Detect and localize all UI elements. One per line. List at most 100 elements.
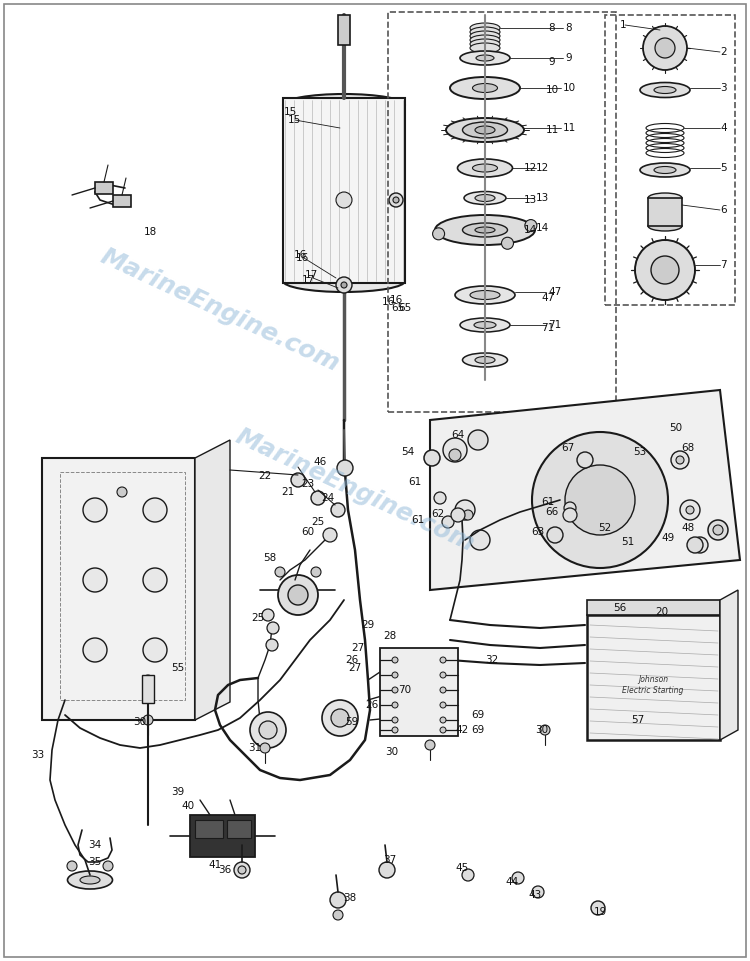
Ellipse shape	[470, 43, 500, 53]
Circle shape	[379, 862, 395, 878]
Circle shape	[440, 717, 446, 723]
Circle shape	[591, 901, 605, 915]
Circle shape	[434, 492, 446, 504]
Circle shape	[322, 700, 358, 736]
Ellipse shape	[475, 194, 495, 202]
Polygon shape	[587, 615, 720, 740]
Text: 36: 36	[218, 865, 232, 875]
Circle shape	[267, 622, 279, 634]
Text: 32: 32	[485, 655, 499, 665]
Circle shape	[651, 256, 679, 284]
Text: 30: 30	[134, 717, 146, 727]
Ellipse shape	[463, 353, 508, 367]
Polygon shape	[720, 590, 738, 740]
Bar	[380, 648, 458, 736]
Circle shape	[392, 717, 398, 723]
Ellipse shape	[654, 166, 676, 174]
Text: 19: 19	[593, 907, 607, 917]
Text: 13: 13	[536, 193, 549, 203]
Circle shape	[563, 508, 577, 522]
Text: 54: 54	[401, 447, 415, 457]
Text: 4: 4	[720, 123, 727, 133]
Text: 20: 20	[656, 607, 668, 617]
Circle shape	[143, 638, 167, 662]
Text: 70: 70	[398, 685, 412, 695]
Circle shape	[440, 687, 446, 693]
Text: 6: 6	[720, 205, 727, 215]
Circle shape	[311, 567, 321, 577]
Circle shape	[635, 240, 695, 300]
Circle shape	[655, 38, 675, 58]
Text: 17: 17	[305, 270, 318, 280]
Circle shape	[540, 725, 550, 735]
Text: 38: 38	[344, 893, 357, 903]
Text: 24: 24	[321, 493, 334, 503]
Ellipse shape	[475, 126, 495, 134]
Ellipse shape	[472, 164, 497, 172]
Text: 56: 56	[614, 603, 627, 613]
Text: 16: 16	[293, 250, 307, 260]
Circle shape	[323, 528, 337, 542]
Text: 52: 52	[598, 523, 612, 533]
Text: 71: 71	[548, 320, 561, 330]
Text: 69: 69	[471, 710, 484, 720]
Text: 53: 53	[633, 447, 646, 457]
Ellipse shape	[283, 270, 405, 292]
Circle shape	[502, 237, 514, 249]
Ellipse shape	[654, 86, 676, 93]
Circle shape	[392, 702, 398, 708]
Text: 2: 2	[720, 47, 727, 57]
Circle shape	[311, 491, 325, 505]
Text: 58: 58	[263, 553, 277, 563]
Circle shape	[449, 449, 461, 461]
Ellipse shape	[463, 223, 508, 237]
Ellipse shape	[470, 290, 500, 300]
Circle shape	[425, 740, 435, 750]
Circle shape	[266, 639, 278, 651]
Ellipse shape	[470, 35, 500, 45]
Circle shape	[259, 721, 277, 739]
Text: 3: 3	[720, 83, 727, 93]
Ellipse shape	[648, 221, 682, 231]
Text: 10: 10	[545, 85, 559, 95]
Text: 61: 61	[411, 515, 424, 525]
Bar	[605, 15, 735, 305]
Circle shape	[525, 219, 537, 232]
Text: 9: 9	[565, 53, 572, 63]
Text: 49: 49	[662, 533, 675, 543]
Text: 25: 25	[311, 517, 325, 527]
Polygon shape	[195, 440, 230, 720]
Text: 33: 33	[32, 750, 45, 760]
Text: 67: 67	[561, 443, 574, 453]
Circle shape	[512, 872, 524, 884]
Circle shape	[532, 886, 544, 898]
Ellipse shape	[470, 27, 500, 37]
Ellipse shape	[640, 83, 690, 97]
Text: 71: 71	[542, 323, 554, 333]
Ellipse shape	[435, 215, 535, 245]
Circle shape	[680, 500, 700, 520]
Text: 48: 48	[681, 523, 694, 533]
Text: 39: 39	[171, 787, 184, 797]
Text: 12: 12	[536, 163, 549, 173]
Circle shape	[643, 26, 687, 70]
Text: 59: 59	[345, 717, 358, 727]
Polygon shape	[42, 458, 195, 720]
Text: 66: 66	[545, 507, 559, 517]
Circle shape	[143, 568, 167, 592]
Text: 18: 18	[143, 227, 157, 237]
Bar	[388, 12, 616, 412]
Circle shape	[713, 525, 723, 535]
Text: 16: 16	[381, 297, 394, 307]
Text: 31: 31	[248, 743, 262, 753]
Text: 23: 23	[302, 479, 315, 489]
Text: 30: 30	[386, 747, 398, 757]
Bar	[195, 820, 223, 838]
Circle shape	[143, 498, 167, 522]
Circle shape	[433, 228, 445, 240]
Circle shape	[565, 465, 635, 535]
Text: 43: 43	[528, 890, 542, 900]
Circle shape	[278, 575, 318, 615]
Ellipse shape	[475, 357, 495, 363]
Text: 8: 8	[565, 23, 572, 33]
